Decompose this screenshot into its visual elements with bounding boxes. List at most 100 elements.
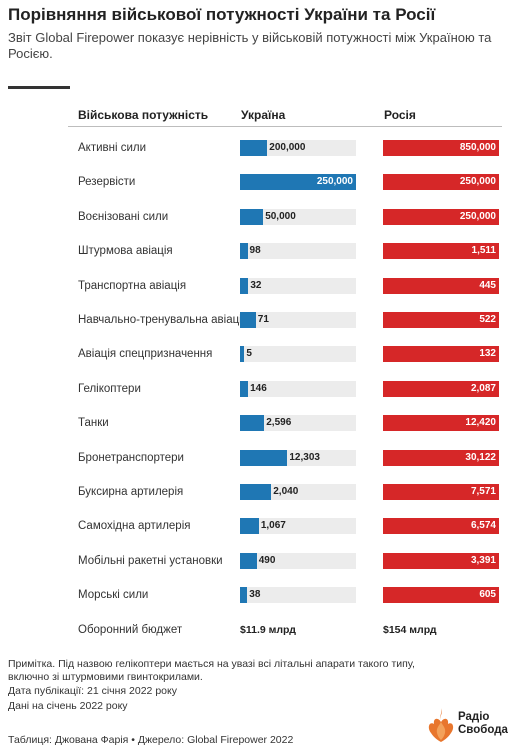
russia-value: 850,000 (459, 142, 496, 153)
russia-bar (383, 140, 499, 156)
ukraine-bar (240, 415, 265, 431)
russia-track: 445 (383, 278, 499, 294)
ukraine-value: 38 (249, 589, 261, 600)
ukraine-track: 250,000 (240, 174, 356, 190)
russia-value: 605 (479, 589, 496, 600)
ukraine-bar (240, 450, 288, 466)
russia-bar (383, 381, 499, 397)
row-label: Самохідна артилерія (78, 520, 191, 532)
row-label: Воєнізовані сили (78, 211, 169, 223)
ukraine-track: 38 (240, 587, 356, 603)
ukraine-budget: $11.9 млрд (240, 624, 296, 636)
ukraine-value: 490 (258, 555, 276, 566)
russia-track: 522 (383, 312, 499, 328)
russia-track: 3,391 (383, 553, 499, 569)
publication-date: Дата публікації: 21 січня 2022 року (8, 685, 177, 697)
logo-line-2: Свобода (458, 724, 508, 736)
russia-value: 1,511 (471, 245, 496, 256)
russia-bar (383, 346, 499, 362)
row-label: Мобільні ракетні установки (78, 555, 223, 567)
russia-track: 2,087 (383, 381, 499, 397)
russia-value: 6,574 (470, 520, 496, 531)
ukraine-value: 2,040 (273, 486, 299, 497)
ukraine-track: 5 (240, 346, 356, 362)
russia-bar (383, 518, 499, 534)
row-label: Штурмова авіація (78, 245, 173, 257)
row-label: Гелікоптери (78, 383, 141, 395)
ukraine-value: 71 (257, 314, 269, 325)
russia-bar (383, 415, 499, 431)
russia-value: 30,122 (465, 452, 496, 463)
ukraine-value: 1,067 (260, 520, 286, 531)
row-label: Резервісти (78, 176, 136, 188)
ukraine-track: 2,040 (240, 484, 356, 500)
ukraine-bar (240, 209, 264, 225)
russia-value: 2,087 (470, 383, 496, 394)
russia-track: 850,000 (383, 140, 499, 156)
ukraine-track: 2,596 (240, 415, 356, 431)
russia-value: 522 (479, 314, 496, 325)
title-divider (8, 86, 70, 89)
russia-bar (383, 174, 499, 190)
ukraine-bar (240, 553, 257, 569)
russia-bar (383, 484, 499, 500)
column-header-category: Військова потужність (78, 108, 209, 122)
row-label: Активні сили (78, 142, 147, 154)
ukraine-bar (240, 346, 245, 362)
ukraine-bar (240, 140, 268, 156)
ukraine-bar (240, 243, 248, 259)
russia-value: 250,000 (459, 211, 496, 222)
ukraine-bar (240, 587, 248, 603)
russia-bar (383, 312, 499, 328)
header-divider (68, 126, 502, 127)
ukraine-value: 12,303 (289, 452, 320, 463)
flame-icon (428, 708, 454, 742)
row-label: Бронетранспортери (78, 452, 184, 464)
ukraine-value: 5 (246, 348, 252, 359)
russia-bar (383, 553, 499, 569)
page-title: Порівняння військової потужності України… (8, 5, 436, 24)
note-text: Примітка. Під назвою гелікоптери мається… (8, 658, 415, 683)
russia-track: 7,571 (383, 484, 499, 500)
russia-bar (383, 278, 499, 294)
ukraine-bar (240, 381, 249, 397)
credits: Таблиця: Джована Фарія • Джерело: Global… (8, 734, 294, 746)
radio-svoboda-logo: Радіо Свобода (424, 706, 510, 746)
ukraine-track: 32 (240, 278, 356, 294)
ukraine-track: 71 (240, 312, 356, 328)
russia-value: 7,571 (470, 486, 496, 497)
ukraine-bar (240, 312, 256, 328)
ukraine-value: 98 (249, 245, 261, 256)
russia-bar (383, 209, 499, 225)
ukraine-bar (240, 518, 259, 534)
logo-line-1: Радіо (458, 711, 490, 723)
data-date: Дані на січень 2022 року (8, 699, 128, 712)
ukraine-track: 200,000 (240, 140, 356, 156)
russia-track: 6,574 (383, 518, 499, 534)
ukraine-value: 250,000 (316, 176, 353, 187)
ukraine-value: 50,000 (265, 211, 296, 222)
russia-value: 132 (479, 348, 496, 359)
ukraine-track: 50,000 (240, 209, 356, 225)
russia-value: 250,000 (459, 176, 496, 187)
russia-value: 12,420 (465, 417, 496, 428)
ukraine-bar (240, 278, 249, 294)
russia-track: 30,122 (383, 450, 499, 466)
russia-track: 605 (383, 587, 499, 603)
russia-track: 1,511 (383, 243, 499, 259)
ukraine-value: 2,596 (266, 417, 292, 428)
ukraine-track: 490 (240, 553, 356, 569)
russia-bar (383, 450, 499, 466)
ukraine-track: 12,303 (240, 450, 356, 466)
russia-track: 132 (383, 346, 499, 362)
row-label: Танки (78, 417, 109, 429)
ukraine-track: 98 (240, 243, 356, 259)
ukraine-value: 32 (250, 280, 262, 291)
ukraine-value: 200,000 (269, 142, 306, 153)
russia-budget: $154 млрд (383, 624, 437, 636)
russia-value: 445 (479, 280, 496, 291)
russia-track: 250,000 (383, 174, 499, 190)
row-label: Морські сили (78, 589, 149, 601)
russia-bar (383, 243, 499, 259)
russia-track: 12,420 (383, 415, 499, 431)
